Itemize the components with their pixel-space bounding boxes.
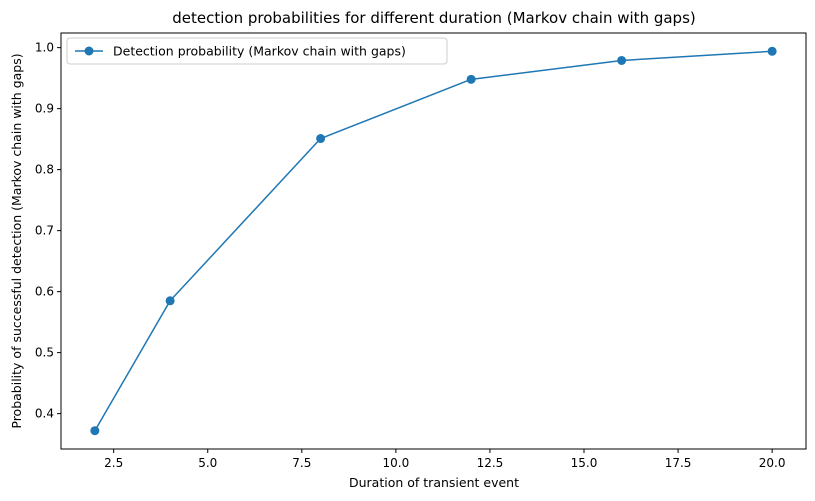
data-point — [316, 134, 326, 144]
data-point — [767, 46, 777, 56]
x-tick-label: 20.0 — [759, 456, 786, 470]
x-tick-label: 15.0 — [571, 456, 598, 470]
legend-entry-label: Detection probability (Markov chain with… — [113, 44, 406, 59]
y-tick-label: 0.6 — [35, 285, 54, 299]
x-tick-label: 10.0 — [383, 456, 410, 470]
data-point — [90, 426, 100, 436]
x-tick-label: 7.5 — [292, 456, 311, 470]
legend-marker-swatch — [84, 46, 94, 56]
series-layer — [90, 46, 777, 436]
x-tick-label: 12.5 — [477, 456, 504, 470]
x-tick-label: 17.5 — [665, 456, 692, 470]
data-point — [466, 74, 476, 84]
x-axis-label: Duration of transient event — [349, 475, 519, 490]
plot-area — [60, 32, 807, 450]
y-tick-label: 0.9 — [35, 102, 54, 116]
chart-title: detection probabilities for different du… — [172, 9, 696, 27]
series-line — [94, 50, 773, 432]
y-tick-label: 0.8 — [35, 163, 54, 177]
x-axis: 2.5 5.0 7.5 10.0 12.5 15.0 17.5 20.0 — [104, 449, 785, 470]
data-point — [165, 296, 175, 306]
y-tick-label: 0.4 — [35, 407, 54, 421]
y-tick-label: 1.0 — [35, 41, 54, 55]
legend: Detection probability (Markov chain with… — [66, 37, 448, 65]
legend-box — [66, 37, 448, 65]
plot-frame — [60, 32, 807, 450]
y-axis: 0.4 0.5 0.6 0.7 0.8 0.9 1.0 — [35, 41, 61, 421]
x-tick-label: 5.0 — [198, 456, 217, 470]
y-axis-label: Probability of successful detection (Mar… — [9, 53, 24, 428]
x-tick-label: 2.5 — [104, 456, 123, 470]
y-tick-label: 0.7 — [35, 224, 54, 238]
y-tick-label: 0.5 — [35, 346, 54, 360]
data-point — [617, 55, 627, 65]
